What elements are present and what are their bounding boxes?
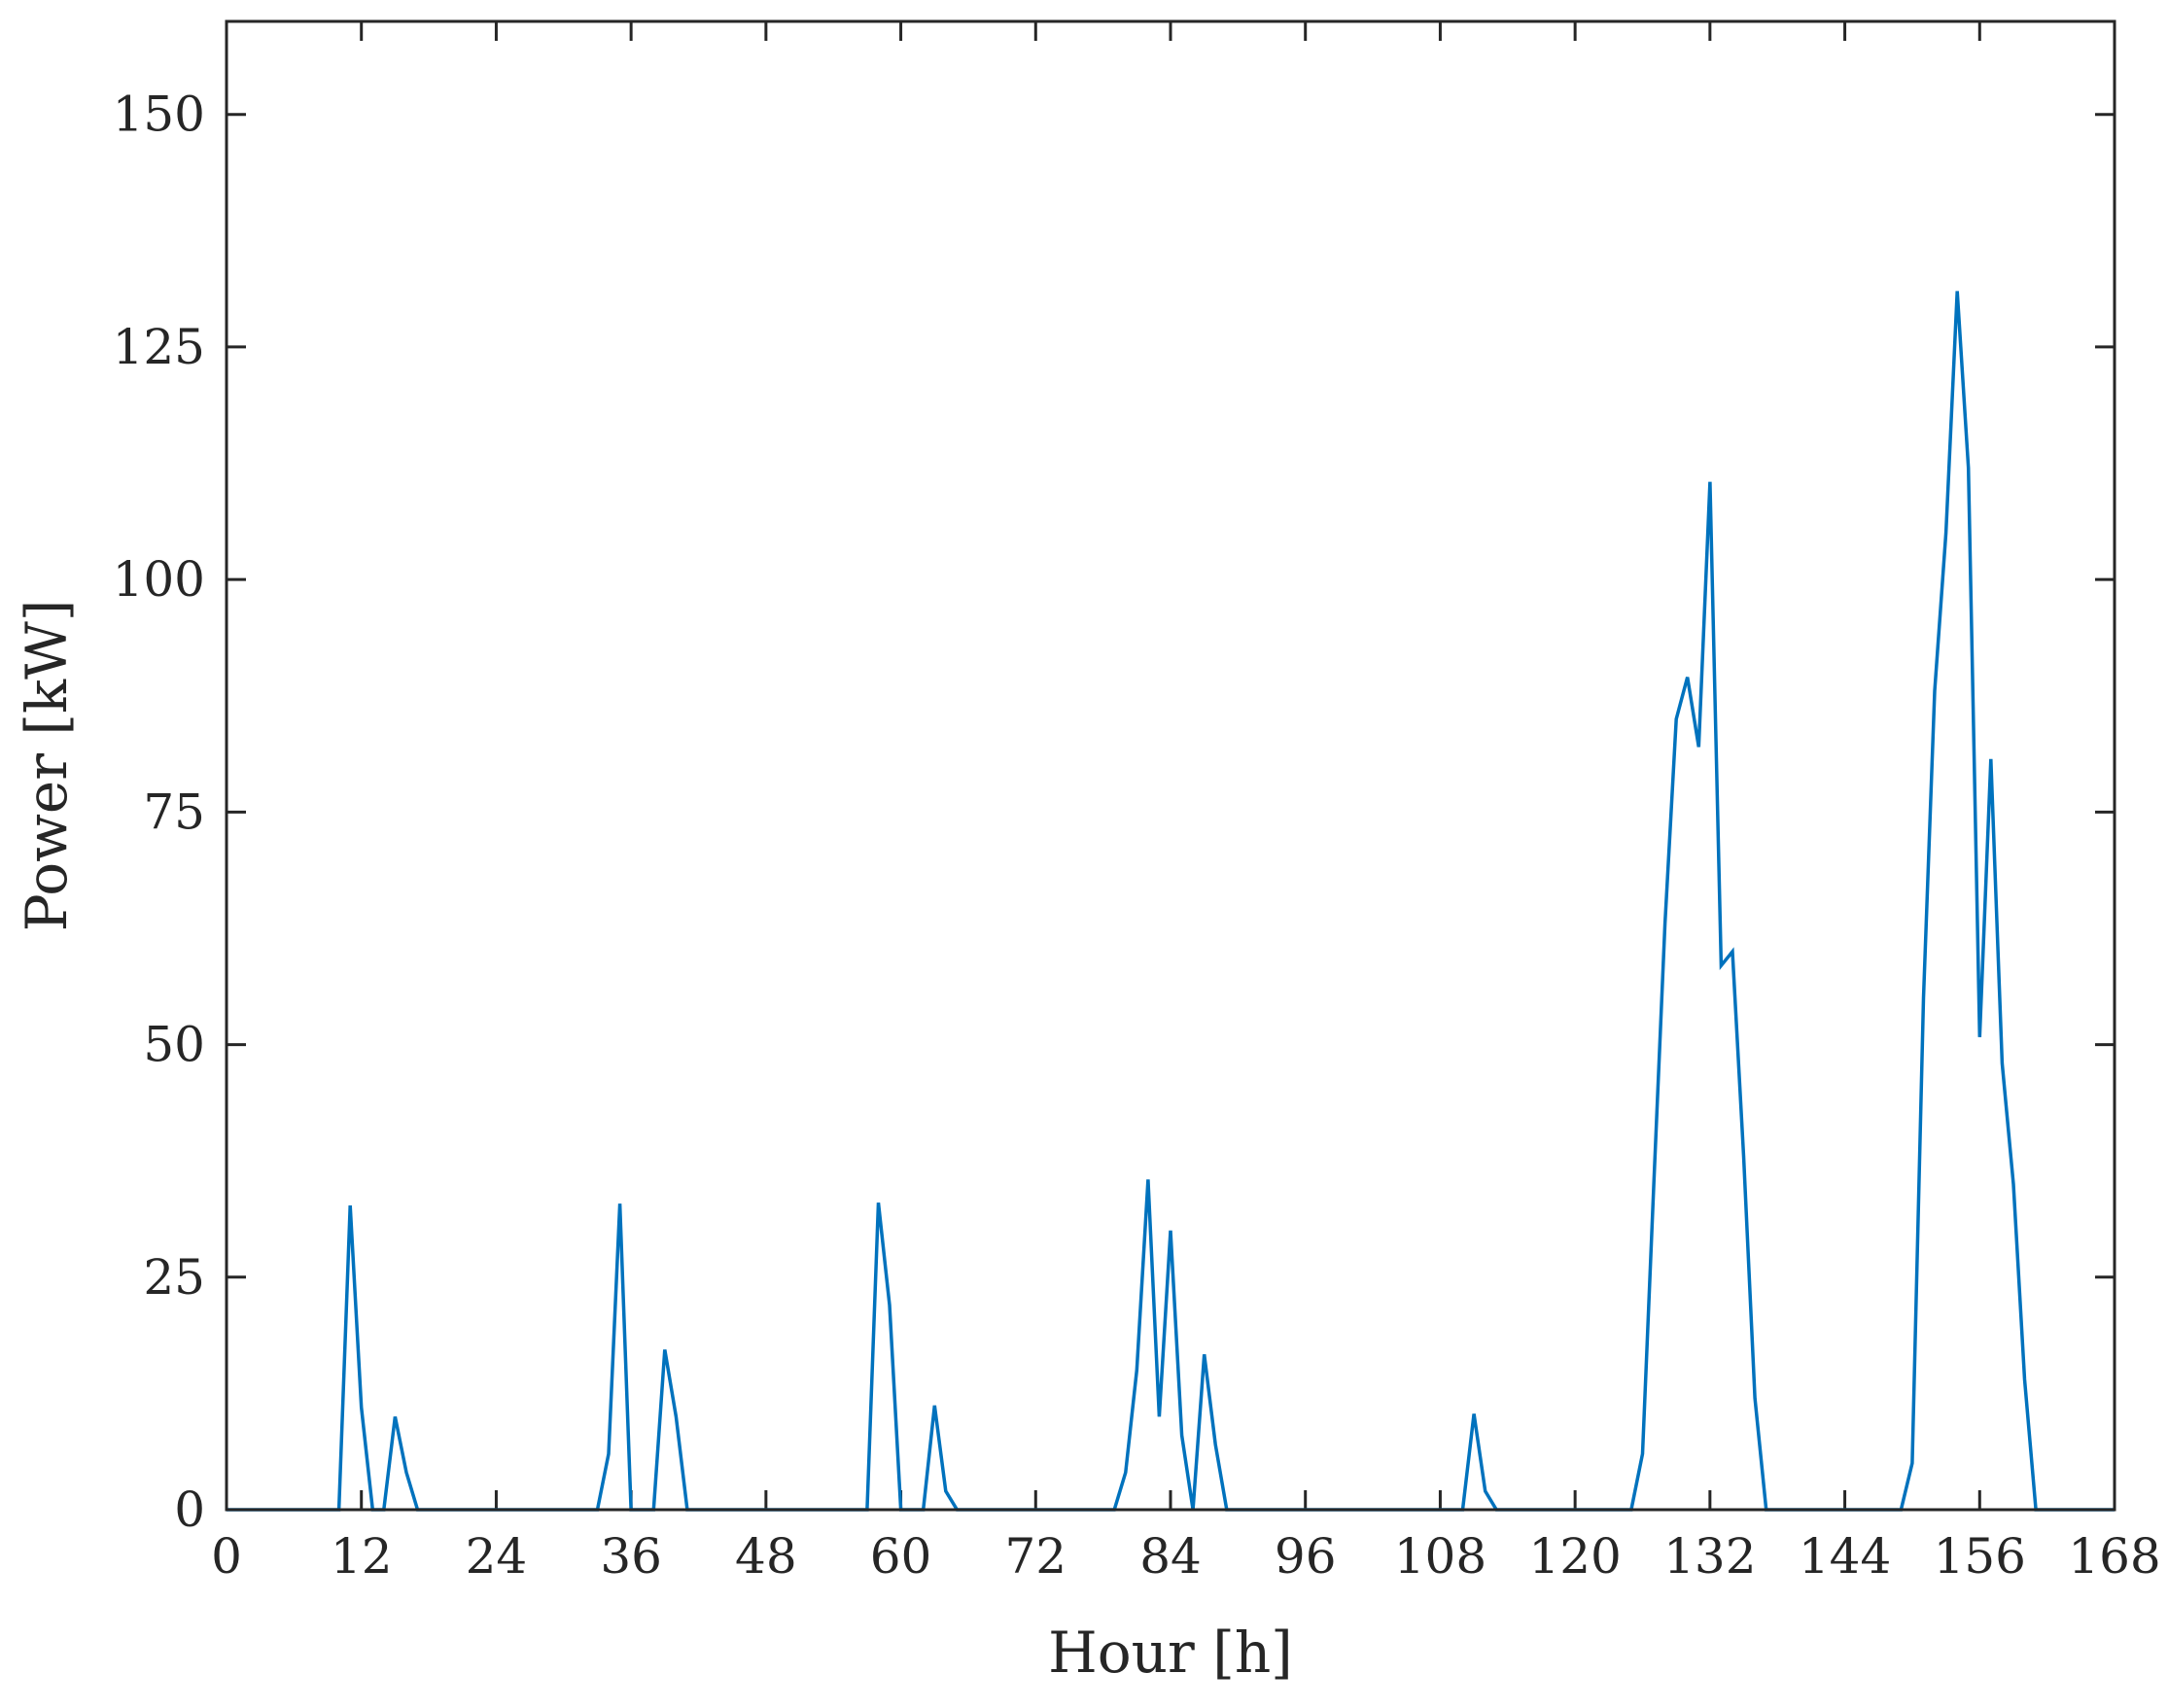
y-tick-label: 100 <box>113 551 205 608</box>
x-tick-label: 36 <box>600 1528 662 1585</box>
x-tick-label: 0 <box>211 1528 242 1585</box>
x-tick-label: 120 <box>1528 1528 1621 1585</box>
x-tick-label: 24 <box>466 1528 528 1585</box>
series-line <box>227 291 2115 1512</box>
y-tick-label: 0 <box>174 1481 205 1538</box>
plot-frame <box>225 19 2116 1512</box>
y-tick-label: 75 <box>143 784 205 840</box>
y-axis-label: Power [kW] <box>14 600 80 932</box>
x-tick-label: 96 <box>1275 1528 1337 1585</box>
y-tick-label: 150 <box>113 87 205 143</box>
x-tick-label: 12 <box>331 1528 393 1585</box>
x-tick-label: 132 <box>1663 1528 1756 1585</box>
x-tick-label: 72 <box>1004 1528 1067 1585</box>
x-tick-label: 108 <box>1394 1528 1486 1585</box>
line-layer <box>227 291 2115 1512</box>
y-tick-label: 50 <box>143 1017 205 1073</box>
x-tick-label: 156 <box>1934 1528 2026 1585</box>
y-tick-label: 25 <box>143 1249 205 1306</box>
x-axis-label: Hour [h] <box>1048 1620 1293 1686</box>
x-tick-label: 84 <box>1139 1528 1202 1585</box>
ticks-layer: 0 12 24 36 48 60 72 84 96 108 120 132 144 156 168 0 25 50… <box>113 21 2161 1585</box>
x-tick-label: 48 <box>735 1528 797 1585</box>
x-tick-label: 144 <box>1799 1528 1891 1585</box>
x-tick-label: 60 <box>870 1528 932 1585</box>
y-tick-label: 125 <box>113 319 205 375</box>
x-tick-label: 168 <box>2068 1528 2160 1585</box>
